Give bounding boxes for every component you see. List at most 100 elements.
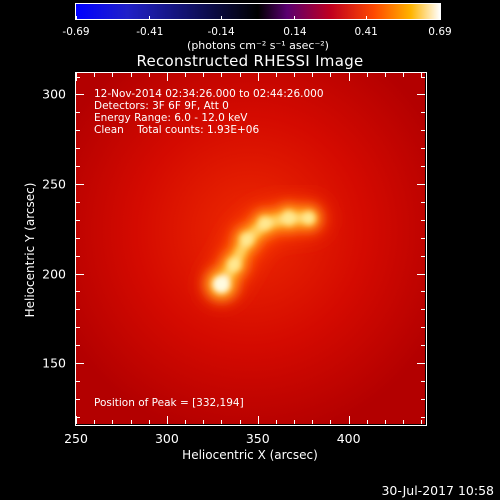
flare-source xyxy=(212,275,231,294)
x-minor-tick xyxy=(385,420,386,424)
y-minor-tick xyxy=(421,291,425,293)
detectors-text: Detectors: 3F 6F 9F, Att 0 xyxy=(94,100,229,112)
y-minor-tick xyxy=(76,381,80,383)
colorbar-tick xyxy=(365,16,367,20)
x-tick-mark xyxy=(348,73,350,81)
x-minor-tick xyxy=(294,73,296,77)
x-tick-label: 400 xyxy=(336,431,361,446)
plot-title: Reconstructed RHESSI Image xyxy=(136,52,364,70)
y-tick-mark xyxy=(417,184,425,186)
x-tick-label: 300 xyxy=(154,431,179,446)
y-minor-tick xyxy=(421,327,425,329)
x-tick-mark xyxy=(76,416,77,424)
timestamp: 30-Jul-2017 10:58 xyxy=(381,483,494,498)
x-minor-tick xyxy=(148,420,150,424)
y-minor-tick xyxy=(421,345,425,347)
y-minor-tick xyxy=(76,148,80,150)
y-tick-mark xyxy=(76,184,84,186)
flare-source xyxy=(239,232,255,247)
colorbar-tick-label: -0.69 xyxy=(62,26,90,38)
colorbar-tick-label: 0.41 xyxy=(354,26,378,38)
y-minor-tick xyxy=(421,166,425,168)
colorbar-tick-label: -0.41 xyxy=(136,26,164,38)
x-minor-tick xyxy=(221,73,223,77)
y-minor-tick xyxy=(421,219,425,221)
colorbar-frame xyxy=(75,3,441,20)
y-minor-tick xyxy=(76,112,80,114)
x-minor-tick xyxy=(185,73,187,77)
x-tick-mark xyxy=(166,73,168,81)
colorbar-tick-label: 0.14 xyxy=(283,26,307,38)
flare-source xyxy=(301,211,316,225)
x-minor-tick xyxy=(421,73,423,77)
y-minor-tick xyxy=(421,201,425,203)
y-minor-tick xyxy=(421,237,425,239)
y-minor-tick xyxy=(421,309,425,311)
y-tick-mark xyxy=(76,363,84,365)
x-minor-tick xyxy=(294,420,296,424)
colorbar-tick xyxy=(75,16,77,20)
y-minor-tick xyxy=(421,112,425,114)
y-minor-tick xyxy=(421,76,425,78)
colorbar-tick-label: -0.14 xyxy=(207,26,235,38)
x-tick-mark xyxy=(166,416,168,424)
y-minor-tick xyxy=(76,291,80,293)
x-minor-tick xyxy=(330,73,332,77)
x-minor-tick xyxy=(148,73,150,77)
x-minor-tick xyxy=(312,420,314,424)
energy-range-text: Energy Range: 6.0 - 12.0 keV xyxy=(94,112,248,124)
image-plot-area: 12-Nov-2014 02:34:26.000 to 02:44:26.000… xyxy=(76,73,425,424)
x-tick-mark xyxy=(348,416,350,424)
x-minor-tick xyxy=(275,420,277,424)
y-minor-tick xyxy=(76,201,80,203)
x-minor-tick xyxy=(221,420,223,424)
y-minor-tick xyxy=(421,416,425,418)
y-minor-tick xyxy=(76,345,80,347)
x-minor-tick xyxy=(130,73,132,77)
x-minor-tick xyxy=(366,420,368,424)
x-minor-tick xyxy=(403,420,405,424)
colorbar-units-label: (photons cm⁻² s⁻¹ asec⁻²) xyxy=(187,39,329,52)
y-tick-mark xyxy=(417,363,425,365)
y-axis-label: Heliocentric Y (arcsec) xyxy=(23,182,37,318)
y-minor-tick xyxy=(76,219,80,221)
x-minor-tick xyxy=(330,420,332,424)
flare-source xyxy=(226,257,242,272)
y-tick-label: 150 xyxy=(42,355,66,371)
y-minor-tick xyxy=(76,327,80,329)
x-minor-tick xyxy=(203,73,205,77)
x-minor-tick xyxy=(239,73,241,77)
colorbar-tick xyxy=(220,16,222,20)
colorbar-tick-label: 0.69 xyxy=(428,26,452,38)
x-minor-tick xyxy=(239,420,241,424)
x-minor-tick xyxy=(94,420,96,424)
y-minor-tick xyxy=(76,255,80,257)
flare-source xyxy=(257,216,273,231)
clean-counts-text: Clean Total counts: 1.93E+06 xyxy=(94,124,260,136)
colorbar xyxy=(76,4,440,19)
y-minor-tick xyxy=(76,76,80,78)
flare-source xyxy=(281,210,297,226)
y-minor-tick xyxy=(421,148,425,150)
y-tick-mark xyxy=(417,94,425,96)
y-minor-tick xyxy=(76,398,80,400)
y-minor-tick xyxy=(421,398,425,400)
y-minor-tick xyxy=(421,255,425,257)
x-tick-mark xyxy=(257,416,259,424)
x-axis-label: Heliocentric X (arcsec) xyxy=(182,448,318,462)
y-minor-tick xyxy=(421,130,425,132)
x-minor-tick xyxy=(275,73,277,77)
y-tick-label: 250 xyxy=(42,176,66,192)
x-minor-tick xyxy=(385,73,386,77)
y-minor-tick xyxy=(76,130,80,132)
heatmap-image xyxy=(76,73,425,424)
x-minor-tick xyxy=(94,73,96,77)
x-minor-tick xyxy=(112,420,114,424)
colorbar-tick xyxy=(294,16,296,20)
y-minor-tick xyxy=(76,237,80,239)
x-minor-tick xyxy=(403,73,405,77)
x-minor-tick xyxy=(185,420,187,424)
y-tick-label: 200 xyxy=(42,266,66,282)
colorbar-tick xyxy=(149,16,151,20)
colorbar-tick xyxy=(439,16,441,20)
